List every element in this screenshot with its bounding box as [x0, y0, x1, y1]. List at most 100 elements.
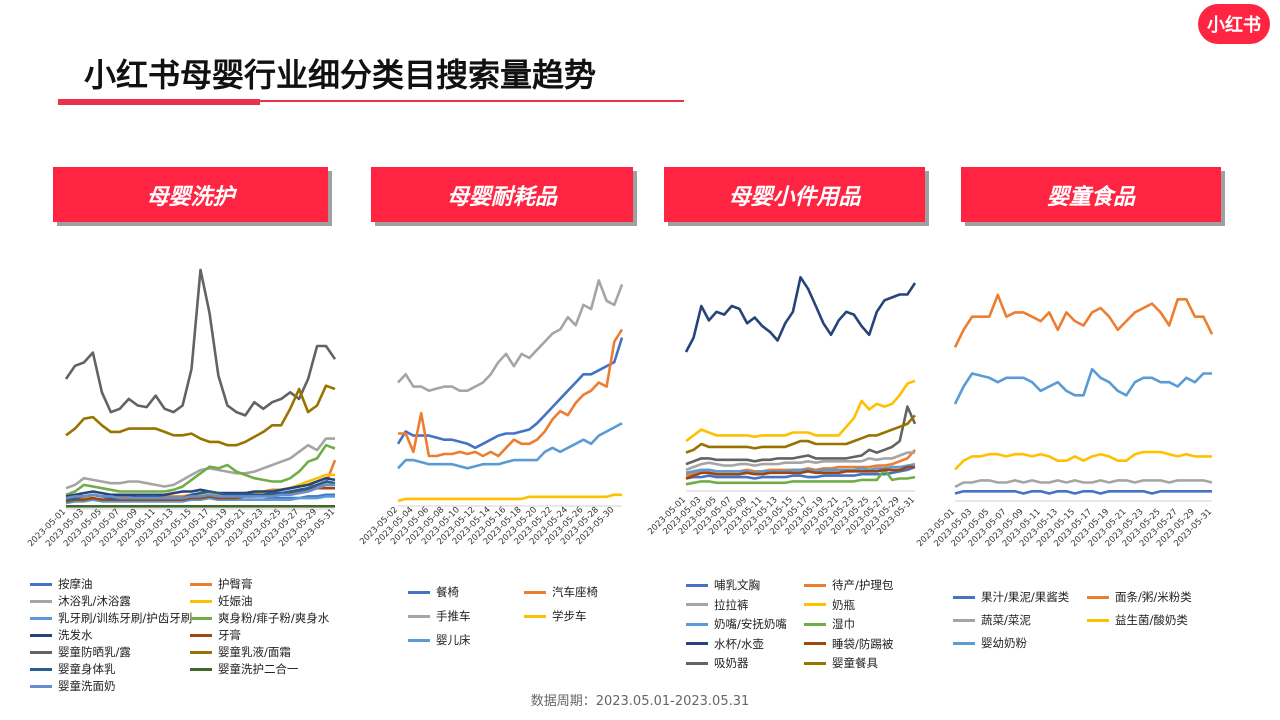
legend-item: 湿巾	[804, 616, 855, 632]
chart-2-series-line-4	[685, 462, 916, 475]
legend-label: 果汁/果泥/果酱类	[981, 590, 1070, 604]
legend-item: 爽身粉/痱子粉/爽身水	[190, 610, 329, 626]
legend-item: 婴童身体乳	[30, 661, 116, 677]
legend-baby-food: 果汁/果泥/果酱类 面条/粥/米粉类蔬菜/菜泥 益生菌/酸奶类婴幼奶粉	[953, 589, 1233, 651]
legend-label: 餐椅	[436, 585, 459, 599]
legend-label: 湿巾	[832, 617, 855, 631]
legend-swatch	[30, 582, 52, 586]
legend-swatch	[30, 616, 52, 620]
legend-item: 待产/护理包	[804, 577, 893, 593]
legend-swatch	[804, 622, 826, 626]
chart-0-series-line-12	[65, 483, 335, 500]
legend-item: 睡袋/防踢被	[804, 636, 893, 652]
legend-item: 婴童乳液/面霜	[190, 644, 291, 660]
legend-label: 乳牙刷/训练牙刷/护齿牙刷	[58, 611, 193, 625]
legend-swatch	[190, 599, 212, 603]
legend-small-goods: 哺乳文胸 待产/护理包拉拉裤 奶瓶奶嘴/安抚奶嘴 湿巾水杯/水壶 睡袋/防踢被吸奶器 婴童…	[686, 577, 926, 677]
chart-3-series-line-4	[953, 367, 1212, 405]
chart-1-series-line-2	[397, 279, 624, 393]
legend-swatch	[1087, 618, 1109, 622]
chart-0-series-line-5	[65, 443, 336, 497]
legend-swatch	[190, 667, 212, 671]
brand-logo: 小红书	[1198, 4, 1270, 44]
legend-swatch	[408, 638, 430, 642]
legend-label: 睡袋/防踢被	[832, 636, 894, 651]
panel-banner-small-goods: 母婴小件用品	[664, 167, 925, 222]
chart-1-series-line-1	[398, 328, 624, 458]
legend-label: 牙膏	[218, 628, 241, 642]
legend-item: 奶瓶	[804, 597, 855, 613]
legend-label: 蔬菜/菜泥	[981, 613, 1031, 627]
legend-label: 洗发水	[58, 628, 93, 642]
legend-swatch	[804, 603, 826, 606]
legend-item: 沐浴乳/沐浴露	[30, 593, 131, 609]
legend-item: 婴童防晒乳/露	[30, 644, 131, 660]
chart-2-series-line-5	[685, 468, 916, 486]
legend-label: 婴童防晒乳/露	[58, 645, 131, 659]
chart-0-series-line-9	[65, 384, 336, 447]
title-underline-accent	[58, 99, 260, 105]
legend-swatch	[190, 582, 212, 586]
chart-2-series-line-0	[685, 465, 916, 480]
panel-banner-durables: 母婴耐耗品	[371, 167, 633, 222]
legend-item: 婴童餐具	[804, 655, 878, 671]
chart-3-series-line-0	[954, 489, 1212, 495]
legend-swatch	[953, 641, 975, 645]
panel-banner-baby-food: 婴童食品	[961, 167, 1221, 222]
legend-label: 奶嘴/安抚奶嘴	[714, 617, 787, 631]
legend-swatch	[30, 650, 52, 654]
legend-item: 哺乳文胸	[686, 577, 760, 593]
chart-1-series-line-4	[397, 422, 623, 470]
legend-swatch	[190, 650, 212, 654]
legend-item: 拉拉裤	[686, 597, 749, 613]
chart-3-series-line-1	[953, 293, 1214, 348]
legend-label: 吸奶器	[714, 656, 749, 670]
chart-2-series-line-6	[684, 275, 917, 353]
legend-swatch	[804, 642, 826, 645]
legend-label: 婴童身体乳	[58, 662, 116, 676]
legend-item: 蔬菜/菜泥	[953, 612, 1031, 628]
legend-swatch	[30, 633, 52, 637]
legend-item: 益生菌/酸奶类	[1087, 612, 1188, 628]
legend-label: 沐浴乳/沐浴露	[58, 594, 131, 608]
legend-label: 汽车座椅	[552, 585, 598, 599]
legend-label: 婴童乳液/面霜	[218, 645, 291, 659]
legend-label: 婴童洗面奶	[58, 679, 116, 693]
legend-item: 牙膏	[190, 627, 241, 643]
panel-banner-maternal-care: 母婴洗护	[53, 167, 328, 222]
legend-label: 婴儿床	[436, 633, 471, 647]
legend-swatch	[804, 661, 826, 665]
chart-0-series-line-10	[65, 480, 336, 501]
legend-maternal-care: 按摩油 护臀膏沐浴乳/沐浴露 妊娠油乳牙刷/训练牙刷/护齿牙刷 爽身粉/痱子粉/爽身水…	[30, 576, 350, 693]
legend-item: 餐椅	[408, 584, 459, 600]
legend-item: 水杯/水壶	[686, 636, 764, 652]
legend-item: 汽车座椅	[524, 584, 598, 600]
legend-item: 护臀膏	[190, 576, 253, 592]
legend-swatch	[190, 616, 212, 620]
legend-item: 手推车	[408, 608, 471, 624]
chart-0-series-line-6	[65, 476, 336, 498]
page-title: 小红书母婴行业细分类目搜索量趋势	[84, 56, 597, 94]
legend-item: 婴幼奶粉	[953, 635, 1027, 651]
legend-label: 婴童餐具	[832, 656, 878, 670]
legend-item: 学步车	[524, 608, 587, 624]
legend-label: 待产/护理包	[832, 578, 894, 592]
legend-swatch	[953, 595, 975, 599]
chart-0-series-line-2	[65, 437, 335, 490]
legend-label: 水杯/水壶	[714, 636, 764, 651]
legend-label: 拉拉裤	[714, 597, 749, 612]
legend-item: 果汁/果泥/果酱类	[953, 589, 1069, 605]
legend-label: 学步车	[552, 609, 587, 623]
legend-swatch	[30, 667, 52, 671]
legend-swatch	[30, 599, 52, 603]
legend-item: 面条/粥/米粉类	[1087, 589, 1192, 605]
legend-item: 吸奶器	[686, 655, 749, 671]
legend-label: 妊娠油	[218, 594, 253, 608]
legend-item: 按摩油	[30, 576, 93, 592]
chart-2-series-line-8	[685, 405, 917, 466]
legend-swatch	[686, 583, 708, 587]
legend-swatch	[686, 661, 708, 665]
legend-item: 洗发水	[30, 627, 93, 643]
legend-swatch	[408, 590, 430, 594]
chart-1-series-line-0	[396, 337, 624, 450]
